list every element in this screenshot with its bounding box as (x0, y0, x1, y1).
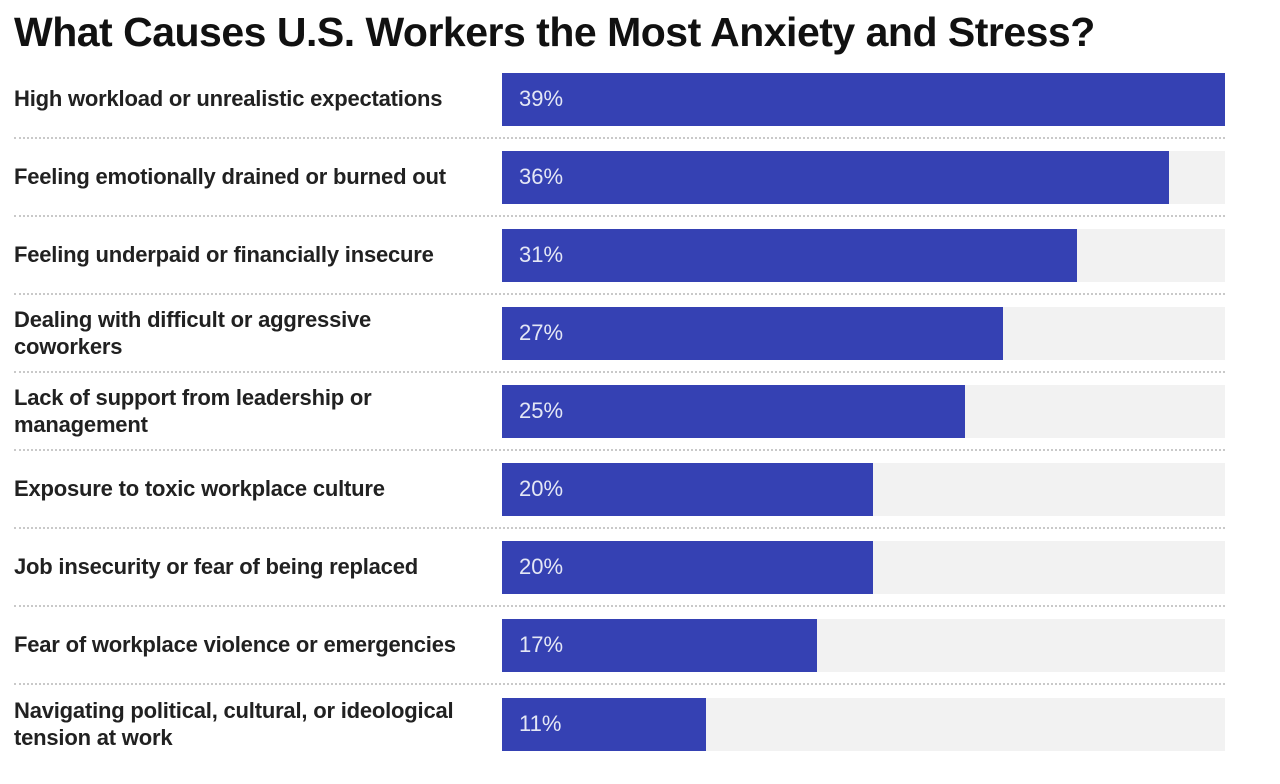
category-label: Feeling underpaid or financially insecur… (14, 242, 434, 268)
bar-track: 31% (502, 228, 1225, 282)
bar: 20% (502, 462, 873, 516)
bar-track: 17% (502, 618, 1225, 672)
bar-value-label: 20% (519, 476, 564, 501)
chart-row: Fear of workplace violence or emergencie… (14, 607, 1225, 685)
category-label: Exposure to toxic workplace culture (14, 476, 385, 502)
bar-track: 11% (502, 697, 1225, 751)
category-label: Lack of support from leadership or manag… (14, 384, 372, 438)
bar-value-label: 39% (519, 86, 564, 111)
bar-track: 20% (502, 462, 1225, 516)
bar-track: 39% (502, 72, 1225, 126)
bar-track: 27% (502, 306, 1225, 360)
category-label: Navigating political, cultural, or ideol… (14, 697, 454, 751)
chart-row: Feeling underpaid or financially insecur… (14, 217, 1225, 295)
bar: 11% (502, 697, 706, 751)
bar-value-label: 17% (519, 632, 564, 657)
bar-track: 36% (502, 150, 1225, 204)
category-label: Job insecurity or fear of being replaced (14, 554, 418, 580)
bar-value-label: 27% (519, 320, 564, 345)
bar-chart: High workload or unrealistic expectation… (14, 61, 1225, 763)
chart-row: High workload or unrealistic expectation… (14, 61, 1225, 139)
bar-track: 25% (502, 384, 1225, 438)
bar: 20% (502, 540, 873, 594)
bar: 25% (502, 384, 966, 438)
bar-value-label: 31% (519, 242, 564, 267)
chart-row: Dealing with difficult or aggressive cow… (14, 295, 1225, 373)
bar-track: 20% (502, 540, 1225, 594)
bar: 17% (502, 618, 818, 672)
category-label: Dealing with difficult or aggressive cow… (14, 306, 372, 360)
bar: 36% (502, 150, 1170, 204)
bar: 39% (502, 72, 1225, 126)
bar: 27% (502, 306, 1003, 360)
chart-row: Exposure to toxic workplace culture 20% (14, 451, 1225, 529)
chart-row: Lack of support from leadership or manag… (14, 373, 1225, 451)
category-label: Fear of workplace violence or emergencie… (14, 632, 456, 658)
chart-row: Feeling emotionally drained or burned ou… (14, 139, 1225, 217)
category-label: Feeling emotionally drained or burned ou… (14, 164, 446, 190)
chart-row: Navigating political, cultural, or ideol… (14, 685, 1225, 763)
chart-title: What Causes U.S. Workers the Most Anxiet… (14, 9, 1095, 55)
bar-value-label: 20% (519, 554, 564, 579)
category-label: High workload or unrealistic expectation… (14, 86, 443, 112)
bar-value-label: 25% (519, 398, 564, 423)
bar-value-label: 36% (519, 164, 564, 189)
chart-row: Job insecurity or fear of being replaced… (14, 529, 1225, 607)
bar-value-label: 11% (519, 711, 562, 736)
bar: 31% (502, 228, 1077, 282)
